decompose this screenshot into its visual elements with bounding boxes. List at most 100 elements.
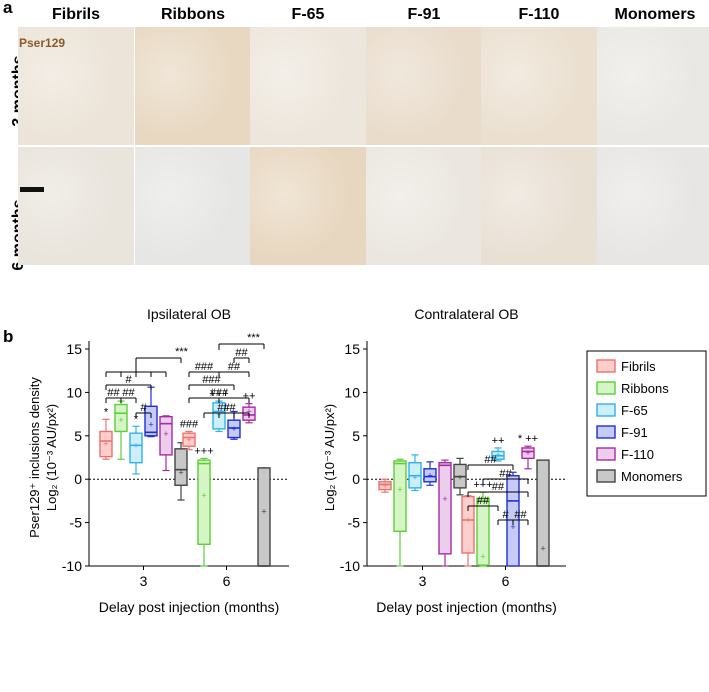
significance-mark: * bbox=[104, 406, 109, 418]
x-axis-label: Delay post injection (months) bbox=[376, 599, 557, 615]
bracket-label: ## bbox=[235, 347, 248, 359]
legend-label: Ribbons bbox=[621, 381, 669, 396]
mean-marker: + bbox=[540, 544, 545, 554]
bracket-label: ## bbox=[122, 387, 135, 399]
plot-ipsilateral: Ipsilateral OB -10 -5 0 5 10 15 Pser129⁺ inclus… bbox=[27, 306, 289, 615]
box-ribbons-6m: ++++ bbox=[473, 479, 493, 567]
box-iqr bbox=[144, 405, 158, 437]
box-iqr bbox=[521, 447, 535, 460]
significance-mark: ++ bbox=[243, 391, 256, 403]
bracket-label: ### bbox=[217, 402, 236, 414]
legend-item-f-65: F-65 bbox=[596, 403, 648, 418]
micrograph-f-91-3-months bbox=[366, 27, 482, 145]
y-tick-label: -10 bbox=[62, 558, 82, 574]
micrograph-f-65-6-months bbox=[250, 147, 366, 265]
legend-item-fibrils: Fibrils bbox=[596, 359, 656, 374]
mean-marker: + bbox=[397, 485, 402, 495]
x-tick-label: 6 bbox=[223, 573, 231, 589]
y-tick-label: -5 bbox=[70, 515, 83, 531]
mean-marker: + bbox=[148, 420, 153, 430]
bracket-label: *** bbox=[247, 332, 261, 344]
box-monomers-3m: + bbox=[453, 457, 467, 496]
legend-swatch bbox=[596, 469, 616, 483]
bracket-6m: # bbox=[218, 402, 235, 418]
box-ribbons-6m: ++++ bbox=[194, 445, 214, 567]
box-iqr bbox=[114, 403, 128, 433]
y-tick-label: 10 bbox=[344, 384, 360, 400]
bracket-label: ### bbox=[195, 361, 214, 373]
box-iqr bbox=[99, 430, 113, 458]
bracket-6m bbox=[218, 397, 250, 403]
x-tick-label: 3 bbox=[419, 573, 427, 589]
mean-marker: + bbox=[246, 406, 251, 416]
bracket-label: # bbox=[140, 402, 147, 414]
mean-marker: + bbox=[465, 515, 470, 525]
significance-mark: +++ bbox=[209, 388, 228, 400]
bracket-label: # bbox=[223, 402, 230, 414]
significance-mark: ++ bbox=[492, 435, 505, 447]
bracket-monomer-6m: *** bbox=[218, 332, 265, 350]
box-iqr bbox=[257, 467, 271, 567]
bracket-label: ## bbox=[514, 509, 527, 521]
mean-marker: + bbox=[412, 472, 417, 482]
box-fibrils-3m: +* bbox=[99, 406, 113, 460]
box-f-65-3m: +* bbox=[129, 413, 143, 475]
legend-label: F-110 bbox=[621, 447, 654, 462]
bracket-label: *** bbox=[175, 346, 189, 358]
legend-label: F-91 bbox=[621, 425, 648, 440]
bracket-label: ## bbox=[228, 361, 241, 373]
micrograph-fibrils-6-months bbox=[18, 147, 134, 265]
bracket-6m: ## bbox=[233, 347, 250, 363]
bracket-label: ## bbox=[107, 387, 120, 399]
legend-swatch bbox=[596, 425, 616, 439]
y-tick-label: 0 bbox=[74, 471, 82, 487]
bracket-label: ## bbox=[484, 454, 497, 466]
mean-marker: + bbox=[525, 448, 530, 458]
significance-mark: * ++ bbox=[518, 433, 538, 445]
box-f-91-3m: + bbox=[144, 386, 158, 438]
legend: Fibrils Ribbons F-65 F-91 F-110 Monomers bbox=[586, 350, 707, 497]
legend-swatch bbox=[596, 359, 616, 373]
box-f-91-3m: + bbox=[423, 461, 437, 486]
bracket-6m: ## bbox=[218, 361, 250, 377]
box-iqr bbox=[378, 481, 392, 491]
box-iqr bbox=[159, 416, 173, 456]
box-f-65-6m: +++ bbox=[491, 435, 505, 462]
mean-marker: + bbox=[442, 494, 447, 504]
significance-mark: ### bbox=[180, 418, 199, 430]
mean-marker: + bbox=[457, 472, 462, 482]
mean-marker: + bbox=[510, 522, 515, 532]
bracket-monomer-3m: *** bbox=[105, 346, 189, 377]
column-label-f-110: F-110 bbox=[518, 6, 560, 23]
mean-marker: + bbox=[103, 439, 108, 449]
box-fibrils-6m: + ### bbox=[180, 418, 199, 451]
box-iqr bbox=[182, 432, 196, 447]
bracket-contra-6m: ## bbox=[467, 495, 499, 511]
bracket-3m: ## bbox=[105, 387, 122, 403]
y-tick-label: 5 bbox=[352, 428, 360, 444]
mean-marker: + bbox=[201, 491, 206, 501]
box-f-110-3m: + bbox=[438, 459, 452, 567]
legend-item-f-110: F-110 bbox=[596, 447, 654, 462]
plot-title: Ipsilateral OB bbox=[147, 306, 231, 322]
column-label-f-91: F-91 bbox=[407, 6, 441, 23]
mean-marker: + bbox=[382, 480, 387, 490]
box-f-65-3m: + bbox=[408, 454, 422, 492]
mean-marker: + bbox=[118, 415, 123, 425]
column-label-ribbons: Ribbons bbox=[161, 6, 225, 23]
bracket-3m: ## bbox=[120, 387, 137, 403]
mean-marker: + bbox=[480, 551, 485, 561]
x-axis-label: Delay post injection (months) bbox=[99, 599, 280, 615]
bracket-6m: ### bbox=[188, 361, 220, 377]
significance-mark: +++ bbox=[473, 479, 492, 491]
y-tick-label: 15 bbox=[344, 341, 360, 357]
plot-contralateral: Contralateral OB -10 -5 0 5 10 15 Log₂ (10⁻³ AU… bbox=[322, 306, 566, 615]
panel-letter-a: a bbox=[3, 0, 13, 17]
mean-marker: + bbox=[178, 467, 183, 477]
y-axis-label: Pser129⁺ inclusions density bbox=[27, 377, 42, 538]
mean-marker: + bbox=[133, 440, 138, 450]
bracket-6m: ### bbox=[188, 374, 235, 390]
bracket-contra-6m: ## bbox=[512, 509, 529, 525]
box-iqr bbox=[174, 448, 188, 486]
